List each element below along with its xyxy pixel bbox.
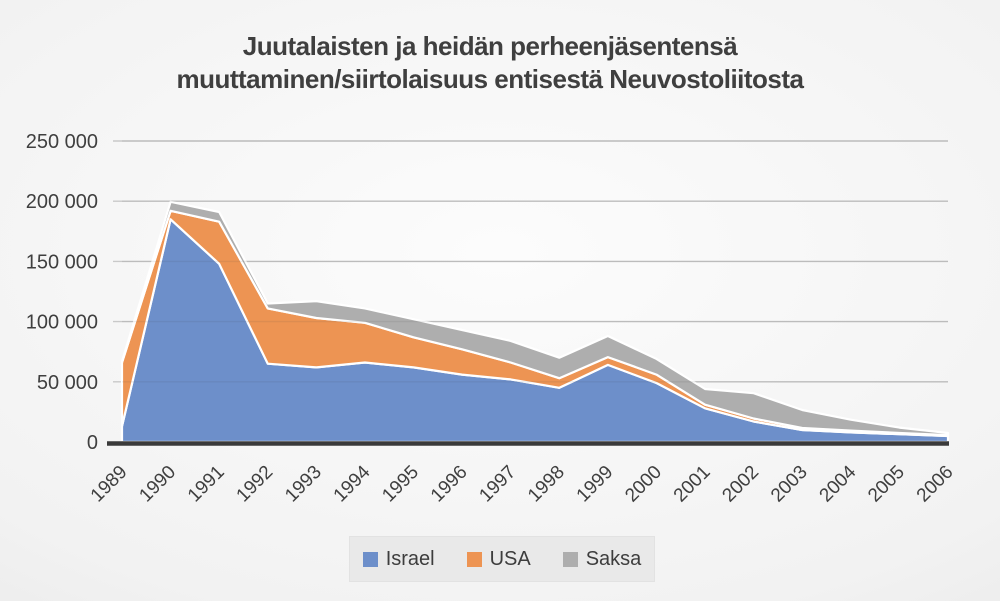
y-axis-label: 100 000 [26,312,98,334]
x-axis-label: 1995 [378,462,423,507]
x-axis-label: 2001 [670,462,715,507]
x-axis-label: 2006 [913,462,958,507]
x-axis-label: 1992 [233,462,278,507]
area-israel [120,218,950,444]
x-axis-label: 1990 [135,462,180,507]
x-axis-label: 1997 [475,462,520,507]
y-axis-label: 250 000 [26,131,98,153]
legend-label-usa: USA [489,547,531,570]
chart-title: Juutalaisten ja heidän perheenjäsentensä… [0,30,980,96]
chart-title-line-2: muuttaminen/siirtolaisuus entisestä Neuv… [176,64,804,94]
x-axis-label: 1989 [87,462,132,507]
legend-item-israel: Israel [362,547,435,571]
y-axis-label: 150 000 [26,251,98,273]
y-axis-label: 0 [87,432,98,454]
area-saksa [120,200,950,437]
x-axis-label: 2002 [718,462,763,507]
x-axis-label: 2000 [621,462,666,507]
x-axis-label: 2005 [864,462,909,507]
y-axis-label: 200 000 [26,191,98,213]
legend-item-saksa: Saksa [562,547,642,571]
legend-swatch-saksa [562,551,578,567]
x-axis-label: 1999 [573,462,618,507]
legend-label-israel: Israel [385,547,435,570]
x-axis-label: 1996 [427,462,472,507]
y-axis-label: 50 000 [37,372,98,394]
legend-item-usa: USA [466,547,531,571]
x-axis-label: 1998 [524,462,569,507]
legend-swatch-usa [466,551,482,567]
chart-legend: Israel USA Saksa [349,536,655,582]
chart-title-line-1: Juutalaisten ja heidän perheenjäsentensä [242,31,738,61]
legend-label-saksa: Saksa [585,547,642,570]
x-axis-label: 2003 [767,462,812,507]
x-axis-label: 1994 [330,461,375,506]
legend-swatch-israel [362,551,378,567]
x-axis-label: 1991 [184,462,229,507]
x-axis-label: 1993 [281,462,326,507]
x-axis-label: 2004 [816,461,861,506]
